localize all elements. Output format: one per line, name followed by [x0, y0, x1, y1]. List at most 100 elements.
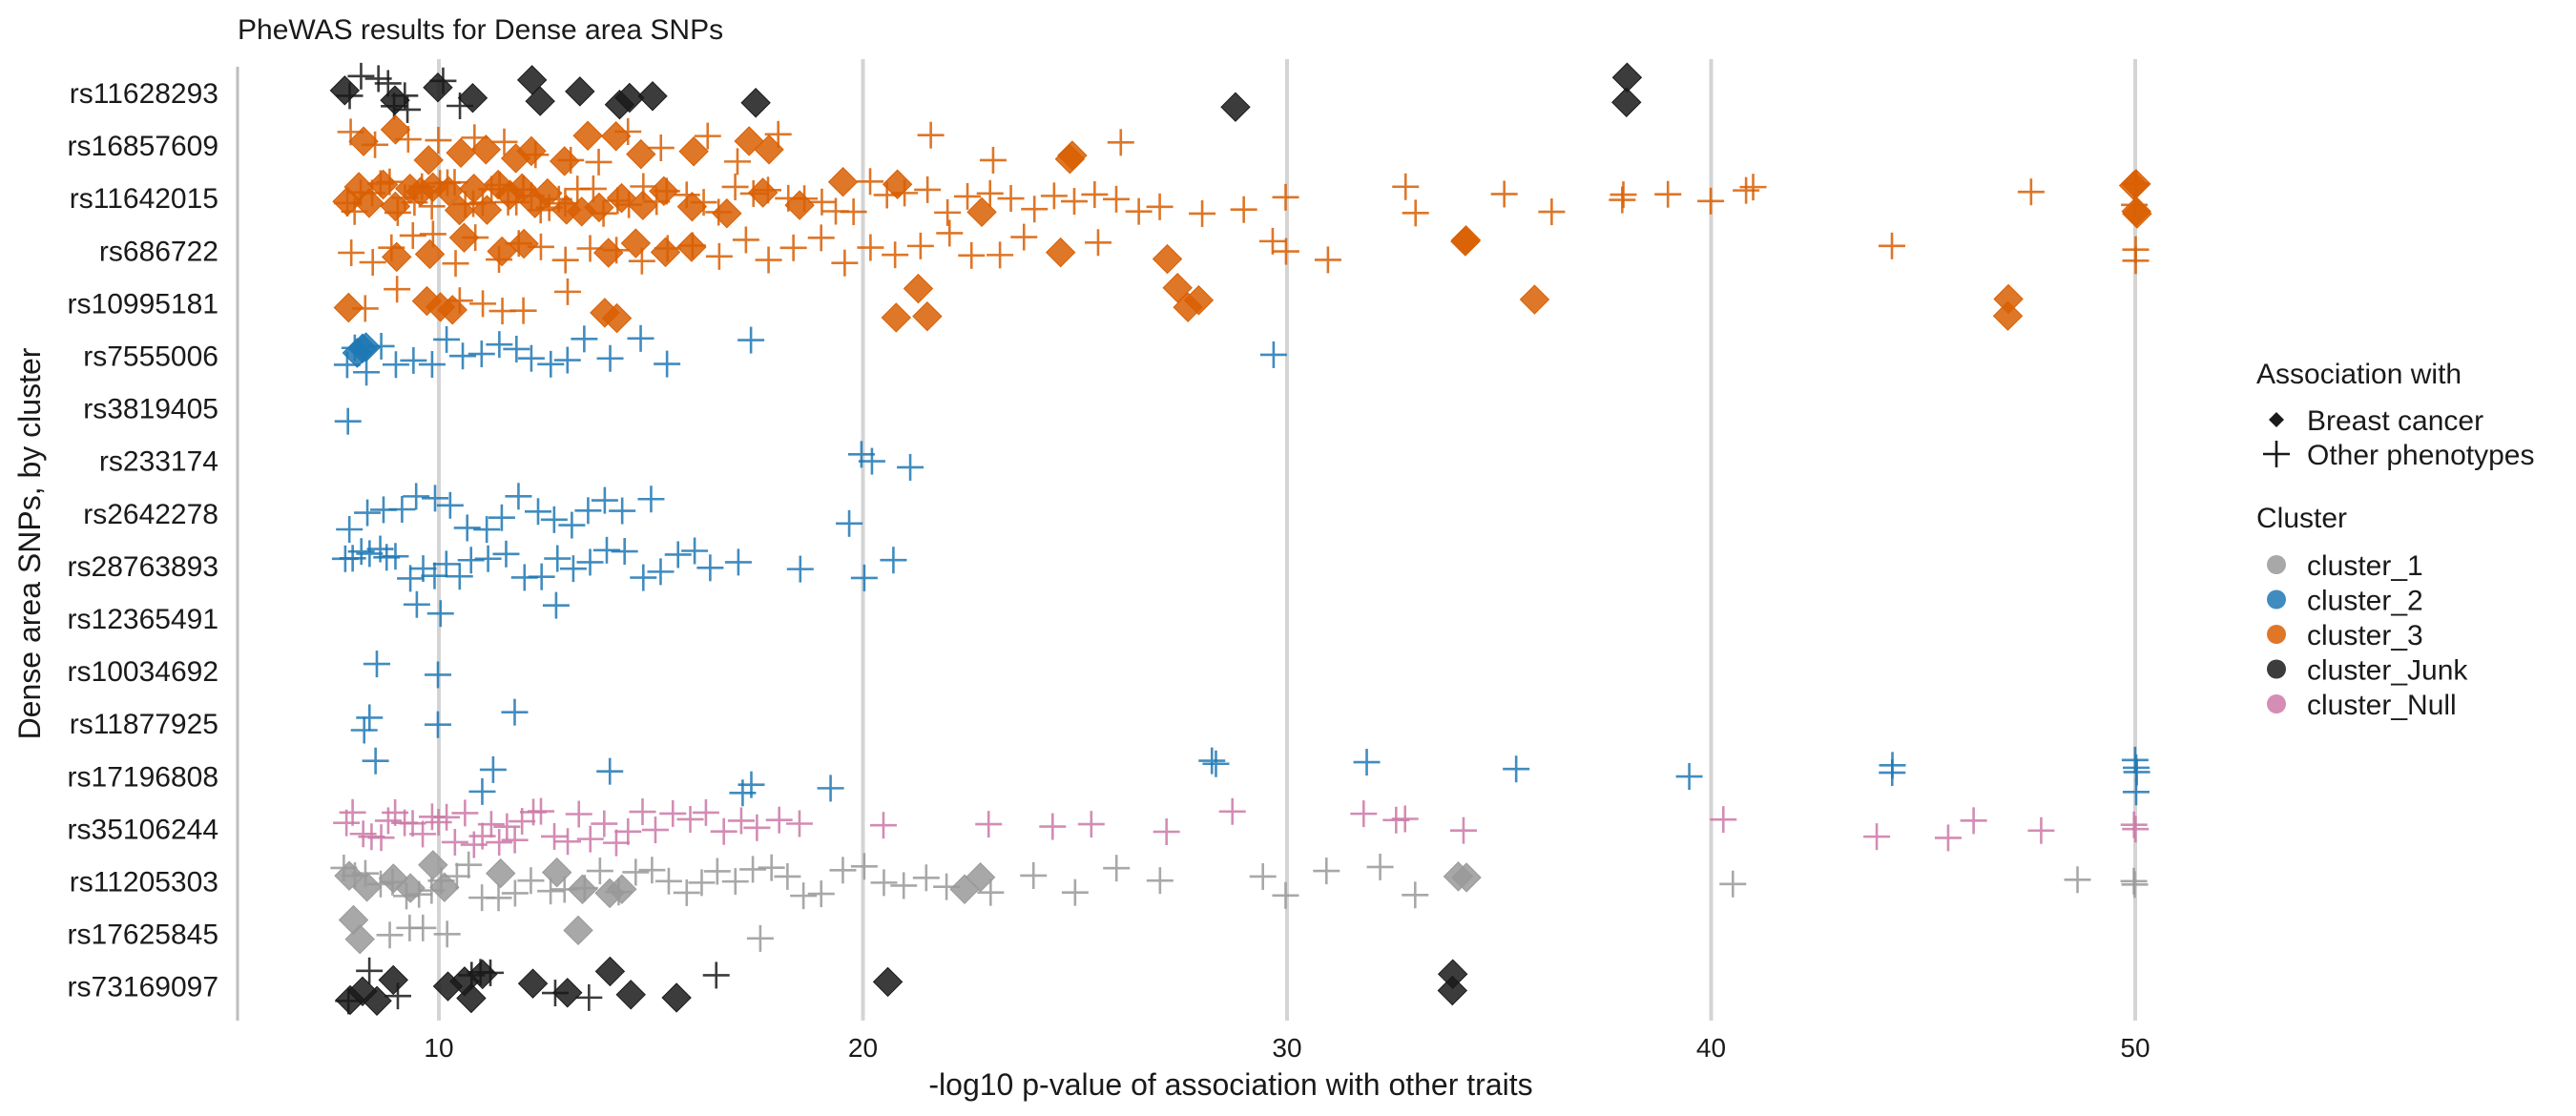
legend-shape-title: Association with — [2256, 359, 2462, 390]
point-other — [737, 771, 765, 798]
point-other — [1313, 858, 1340, 885]
point-other — [611, 538, 638, 566]
point-other — [559, 555, 587, 583]
point-other — [388, 496, 416, 524]
point-other — [765, 806, 793, 834]
point-other — [2122, 778, 2150, 806]
point-breast-cancer — [784, 190, 815, 220]
point-other — [746, 924, 774, 952]
point-other — [2027, 816, 2055, 844]
point-breast-cancer — [678, 136, 709, 167]
point-other — [1010, 223, 1038, 251]
point-breast-cancer — [525, 86, 555, 116]
point-breast-cancer — [572, 120, 603, 151]
point-other — [1061, 878, 1089, 906]
y-tick-label: rs11205303 — [70, 867, 218, 899]
point-other — [492, 540, 520, 568]
point-other — [641, 816, 669, 844]
point-other — [356, 704, 384, 732]
point-other — [467, 341, 495, 368]
point-breast-cancer — [676, 232, 707, 262]
point-other — [857, 234, 884, 261]
point-other — [425, 661, 452, 689]
point-other — [987, 241, 1014, 269]
point-other — [1189, 199, 1216, 227]
point-other — [501, 826, 529, 854]
point-other — [710, 817, 737, 845]
point-other — [403, 483, 430, 510]
point-breast-cancer — [563, 915, 593, 946]
x-tick-label: 40 — [1696, 1033, 1726, 1063]
point-breast-cancer — [912, 300, 943, 332]
point-other — [1125, 197, 1153, 225]
data-points — [329, 62, 2152, 1016]
point-other — [551, 246, 579, 274]
point-other — [493, 813, 521, 840]
point-breast-cancer — [747, 177, 779, 208]
legend-color-swatch — [2267, 659, 2286, 679]
point-other — [505, 483, 532, 510]
y-axis-title: Dense area SNPs, by cluster — [12, 347, 47, 739]
point-other — [585, 148, 613, 176]
point-other — [1077, 811, 1105, 838]
point-other — [579, 175, 607, 202]
point-other — [485, 884, 512, 912]
point-breast-cancer — [966, 196, 997, 228]
point-other — [2122, 816, 2150, 843]
legend: Association with Cluster Breast cancerOt… — [2256, 359, 2535, 721]
point-breast-cancer — [2118, 170, 2150, 201]
point-other — [479, 755, 507, 783]
point-other — [836, 509, 863, 537]
point-other — [721, 173, 749, 200]
point-other — [1081, 180, 1109, 208]
y-tick-label: rs17625845 — [68, 920, 218, 951]
point-other — [1272, 183, 1299, 211]
point-breast-cancer — [432, 971, 464, 1002]
point-other — [409, 555, 437, 583]
point-other — [362, 747, 389, 775]
y-tick-label: rs7555006 — [83, 341, 218, 373]
point-other — [1391, 805, 1419, 833]
point-other — [488, 504, 515, 531]
point-other — [517, 344, 545, 372]
point-breast-cancer — [437, 295, 467, 325]
point-other — [554, 828, 582, 856]
point-breast-cancer — [2121, 196, 2151, 227]
y-tick-label: rs16857609 — [68, 131, 218, 162]
point-breast-cancer — [607, 874, 637, 904]
point-breast-cancer — [362, 985, 392, 1016]
point-breast-cancer — [1054, 144, 1086, 175]
point-breast-cancer — [754, 134, 784, 165]
point-other — [477, 811, 505, 838]
point-other — [1863, 823, 1891, 851]
point-breast-cancer — [348, 126, 379, 156]
point-other — [400, 346, 427, 374]
point-other — [1654, 180, 1682, 208]
point-other — [432, 550, 460, 578]
point-other — [702, 961, 730, 989]
point-breast-cancer — [628, 190, 658, 220]
point-other — [2017, 178, 2045, 206]
point-other — [596, 344, 624, 372]
point-other — [1102, 185, 1130, 213]
point-other — [857, 168, 884, 196]
point-breast-cancer — [444, 195, 475, 226]
point-other — [681, 537, 709, 565]
point-other — [442, 250, 469, 278]
legend-color-label: cluster_3 — [2307, 620, 2423, 651]
point-other — [659, 799, 687, 827]
point-other — [367, 824, 395, 852]
point-other — [1733, 176, 1760, 204]
point-other — [376, 921, 404, 949]
y-tick-label: rs233174 — [99, 446, 218, 478]
point-other — [1202, 750, 1230, 777]
point-other — [509, 297, 537, 324]
point-other — [785, 810, 813, 837]
legend-shape-label: Breast cancer — [2307, 405, 2483, 437]
chart-title: PheWAS results for Dense area SNPs — [238, 14, 723, 46]
x-tick-label: 20 — [848, 1033, 878, 1063]
point-other — [382, 543, 409, 570]
point-breast-cancer — [584, 192, 614, 223]
point-breast-cancer — [1450, 225, 1482, 256]
point-breast-cancer — [549, 146, 580, 176]
